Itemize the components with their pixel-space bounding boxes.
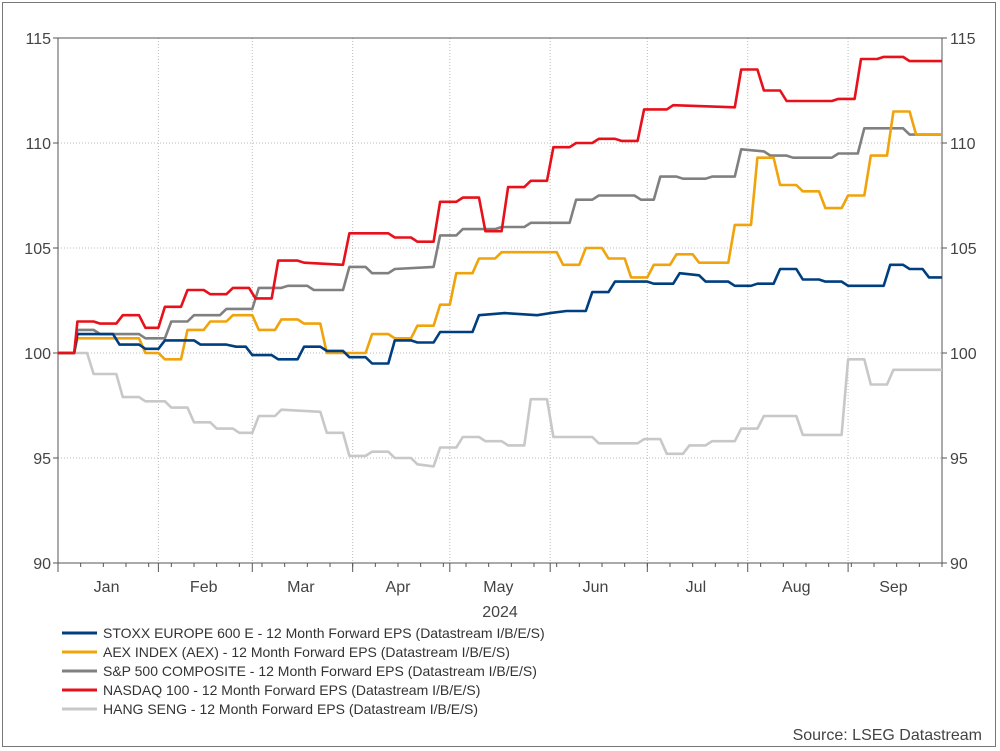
y-tick-label-left: 90: [33, 556, 51, 573]
x-tick-label: Sep: [879, 579, 908, 596]
x-tick-label: Aug: [782, 579, 810, 596]
y-tick-label-right: 95: [950, 451, 968, 468]
x-tick-label: Feb: [190, 579, 218, 596]
y-tick-label-left: 95: [33, 451, 51, 468]
x-axis-label: 2024: [482, 604, 518, 621]
y-tick-label-left: 110: [25, 136, 51, 153]
x-tick-label: Jul: [686, 579, 706, 596]
y-tick-label-left: 115: [25, 31, 51, 48]
series-line-1: [58, 110, 942, 361]
y-tick-label-right: 90: [950, 556, 968, 573]
y-tick-label-right: 105: [950, 241, 977, 258]
y-tick-label-right: 115: [950, 31, 976, 48]
legend-label: AEX INDEX (AEX) - 12 Month Forward EPS (…: [103, 644, 510, 660]
series-line-4: [58, 351, 942, 468]
legend-label: STOXX EUROPE 600 E - 12 Month Forward EP…: [103, 625, 545, 641]
series-line-2: [58, 127, 942, 355]
x-tick-label: Jan: [94, 579, 120, 596]
source-note: Source: LSEG Datastream: [792, 727, 982, 744]
legend-label: S&P 500 COMPOSITE - 12 Month Forward EPS…: [103, 663, 537, 679]
series-line-0: [58, 263, 942, 365]
y-tick-label-left: 100: [24, 346, 51, 363]
legend-label: HANG SENG - 12 Month Forward EPS (Datast…: [103, 701, 478, 717]
y-tick-label-left: 105: [24, 241, 51, 258]
series-line-3: [58, 55, 942, 355]
x-tick-label: Mar: [287, 579, 315, 596]
y-tick-label-right: 100: [950, 346, 977, 363]
legend-label: NASDAQ 100 - 12 Month Forward EPS (Datas…: [103, 682, 480, 698]
y-tick-label-right: 110: [950, 136, 976, 153]
x-tick-label: Apr: [386, 579, 412, 596]
x-tick-label: May: [483, 579, 513, 596]
x-tick-label: Jun: [583, 579, 609, 596]
